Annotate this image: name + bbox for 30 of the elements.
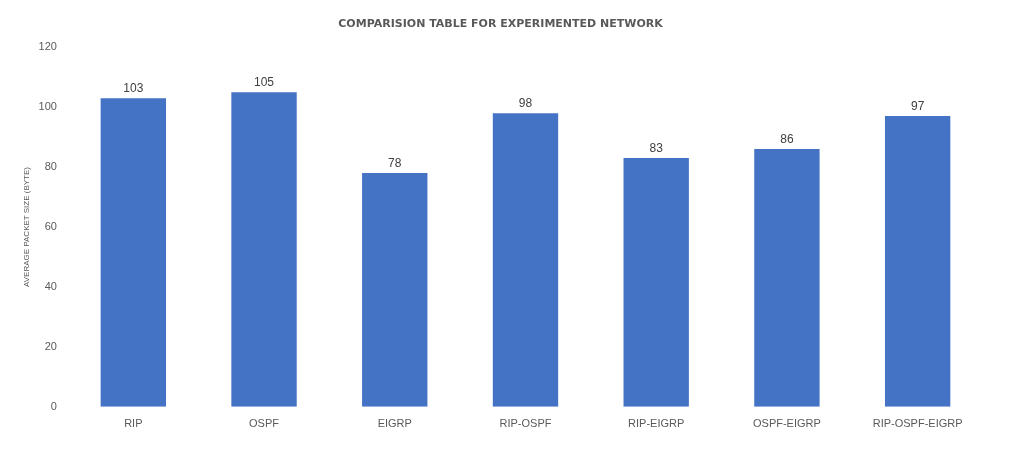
x-tick-label: RIP-EIGRP <box>628 417 685 430</box>
x-tick-label: EIGRP <box>377 417 412 430</box>
data-label: 103 <box>123 81 144 96</box>
y-tick-label: 40 <box>44 279 57 292</box>
data-label: 105 <box>254 75 275 90</box>
y-tick-label: 80 <box>44 160 57 173</box>
data-label: 83 <box>649 141 664 156</box>
bar <box>362 173 428 407</box>
data-label: 97 <box>910 99 925 114</box>
bar <box>231 92 297 407</box>
bar <box>100 98 166 407</box>
data-label: 86 <box>780 132 794 147</box>
bar <box>754 149 820 407</box>
data-label: 98 <box>518 96 533 111</box>
y-tick-label: 120 <box>38 40 57 53</box>
y-tick-label: 20 <box>44 339 57 352</box>
bar <box>623 158 689 407</box>
y-axis-title: AVERAGE PACKET SIZE (BYTE) <box>22 166 31 288</box>
y-tick-label: 60 <box>44 220 57 233</box>
x-tick-label: RIP-OSPF-EIGRP <box>872 417 963 430</box>
y-tick-label: 0 <box>50 399 57 412</box>
x-tick-label: OSPF <box>249 417 280 430</box>
x-tick-label: RIP <box>124 417 143 430</box>
bar <box>884 116 951 407</box>
chart-title: COMPARISION TABLE FOR EXPERIMENTED NETWORK <box>338 17 664 31</box>
x-tick-label: RIP-OSPF <box>499 417 552 430</box>
x-tick-label: OSPF-EIGRP <box>753 417 821 430</box>
y-tick-label: 100 <box>38 100 57 113</box>
bar <box>492 113 559 407</box>
data-label: 78 <box>388 156 402 171</box>
